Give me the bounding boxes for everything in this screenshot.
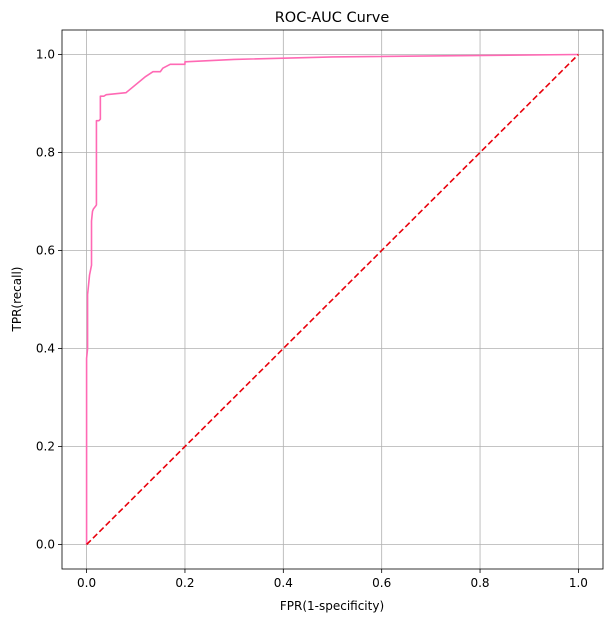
y-tick-label: 0.2: [36, 440, 55, 454]
roc-curve-line: [85, 53, 579, 545]
y-tick-label: 0.0: [36, 538, 55, 552]
y-tick-label: 0.6: [36, 244, 55, 258]
y-tick-label: 1.0: [36, 48, 55, 62]
plot-frame: [61, 29, 604, 570]
x-tick-label: 1.0: [569, 576, 588, 590]
y-tick-label: 0.4: [36, 342, 55, 356]
y-tick-label: 0.8: [36, 146, 55, 160]
chart-title: ROC-AUC Curve: [275, 10, 390, 26]
x-axis-label: FPR(1-specificity): [280, 599, 384, 613]
y-axis-label: TPR(recall): [10, 267, 24, 333]
chance-diagonal-line: [86, 53, 579, 546]
grid: [62, 30, 603, 569]
x-tick-label: 0.0: [77, 576, 96, 590]
ticks-group: 0.0 0.2 0.4 0.6 0.8 1.0 0.0 0.2 0.4 0.6 0.8 1.0: [36, 48, 588, 591]
x-tick-label: 0.4: [274, 576, 293, 590]
x-tick-label: 0.6: [372, 576, 391, 590]
x-tick-label: 0.2: [175, 576, 194, 590]
x-tick-label: 0.8: [470, 576, 489, 590]
series-group: [85, 53, 579, 546]
